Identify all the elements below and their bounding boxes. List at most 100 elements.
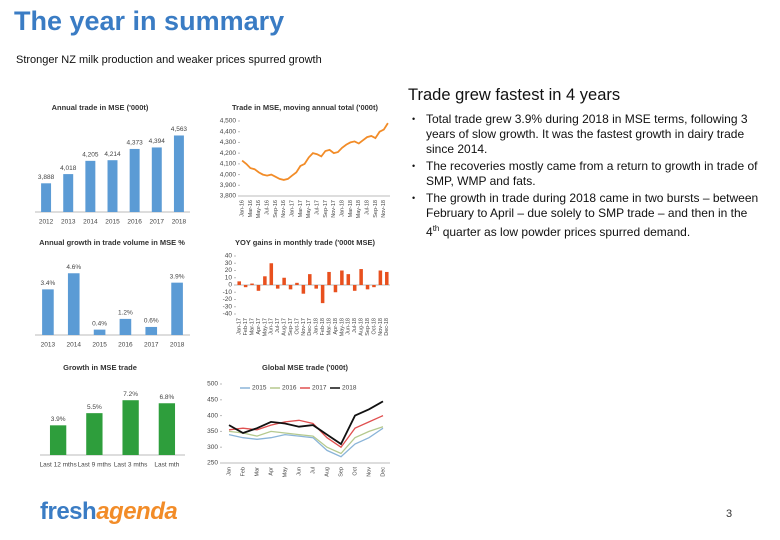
x-tick-label: May-17	[306, 200, 312, 218]
x-tick-label: Sep	[338, 467, 344, 477]
x-tick-label: May-18	[356, 200, 362, 218]
x-tick-label: Aug	[324, 467, 330, 477]
value-label: 3,888	[38, 174, 55, 181]
x-tick-label: Nov-18	[378, 318, 384, 336]
y-tick-label: 4,400	[220, 128, 237, 135]
x-tick-label: Last mth	[154, 462, 179, 469]
bar	[256, 285, 261, 291]
x-tick-label: 2013	[61, 219, 76, 226]
value-label: 4,205	[82, 152, 99, 159]
bar	[359, 269, 363, 285]
y-tick-label: -20	[223, 296, 233, 303]
bar	[385, 271, 389, 285]
x-tick-label: Feb-17	[243, 318, 249, 335]
x-tick-label: Sep-16	[273, 200, 279, 218]
x-tick-label: Feb-18	[320, 318, 326, 335]
bullet: The recoveries mostly came from a return…	[408, 159, 760, 189]
bar	[320, 285, 325, 304]
value-label: 5.5%	[87, 404, 102, 411]
value-label: 6.8%	[159, 394, 174, 401]
x-tick-label: Nov-18	[381, 200, 387, 218]
y-tick-label: 400	[207, 412, 218, 419]
bar	[288, 285, 293, 290]
y-tick-label: 10	[225, 274, 233, 281]
value-label: 4,018	[60, 165, 77, 172]
x-tick-label: 2016	[127, 219, 142, 226]
x-tick-label: Jul	[310, 467, 316, 474]
x-tick-label: Dec-17	[307, 318, 313, 336]
bar	[145, 326, 158, 335]
x-tick-label: Nov-16	[281, 200, 287, 218]
y-tick-label: 3,900	[220, 182, 237, 189]
x-tick-label: 2017	[144, 342, 159, 349]
x-tick-label: Feb	[240, 467, 246, 476]
bar	[63, 174, 74, 212]
bullet-text: quarter as low powder prices spurred dem…	[439, 225, 691, 239]
bar	[365, 285, 370, 290]
bar	[340, 270, 344, 285]
value-label: 3.4%	[41, 280, 56, 287]
x-tick-label: Oct	[352, 467, 358, 476]
value-label: 4,214	[104, 151, 121, 158]
brand-part: fresh	[40, 498, 97, 525]
value-label: 1.2%	[118, 310, 133, 317]
y-tick-label: 0	[228, 282, 232, 289]
x-tick-label: Jan-16	[240, 200, 246, 217]
x-tick-label: Mar-18	[326, 318, 332, 335]
y-tick-label: 3,800	[220, 193, 237, 200]
y-tick-label: 4,500	[220, 118, 237, 125]
bar	[122, 400, 139, 455]
bullet-text: The recoveries mostly came from a return…	[426, 159, 758, 188]
x-tick-label: Jul-18	[365, 200, 371, 215]
x-tick-label: Jul-17	[315, 200, 321, 215]
charts: Annual trade in MSE ('000t) 2012 2013 2014 2…	[35, 103, 390, 478]
value-label: 3.9%	[51, 416, 66, 423]
brand-part: agenda	[96, 498, 178, 525]
bar	[275, 285, 280, 289]
chart-title: Annual growth in trade volume in MSE %	[39, 238, 185, 247]
bar	[352, 285, 357, 291]
x-tick-label: Jan-17	[290, 200, 296, 217]
x-tick-label: Mar-16	[248, 200, 254, 217]
x-tick-label: Nov-17	[331, 200, 337, 218]
x-tick-label: Apr	[268, 467, 274, 476]
bullet: The growth in trade during 2018 came in …	[408, 191, 760, 240]
chart-title: YOY gains in monthly trade ('000t MSE)	[235, 238, 376, 247]
bullet-text: Total trade grew 3.9% during 2018 in MSE…	[426, 112, 748, 156]
x-tick-label: Jun-18	[346, 318, 352, 335]
x-tick-label: Jan-17	[237, 318, 243, 335]
x-tick-label: Dec	[380, 467, 386, 477]
x-tick-label: 2014	[67, 342, 82, 349]
bar	[119, 318, 132, 335]
x-tick-label: 2014	[83, 219, 98, 226]
bar	[151, 147, 162, 212]
bullet-list: Total trade grew 3.9% during 2018 in MSE…	[408, 112, 760, 242]
bar	[41, 183, 52, 212]
y-tick-label: -40	[223, 311, 233, 318]
x-tick-label: May-16	[256, 200, 262, 218]
x-tick-label: May	[282, 467, 288, 478]
x-tick-label: 2012	[39, 219, 54, 226]
bar	[250, 283, 254, 285]
bar	[42, 289, 54, 335]
x-tick-label: Nov	[366, 467, 372, 477]
x-tick-label: May-18	[339, 318, 345, 336]
x-tick-label: Sep-18	[365, 318, 371, 336]
y-tick-label: 30	[225, 260, 233, 267]
x-tick-label: Last 3 mths	[114, 462, 148, 469]
value-label: 0.4%	[92, 320, 107, 327]
x-tick-label: 2018	[170, 342, 185, 349]
legend-label: 2015	[252, 385, 267, 392]
bar	[171, 282, 183, 335]
x-tick-label: 2015	[105, 219, 120, 226]
y-tick-label: 300	[207, 444, 218, 451]
x-tick-label: Jan-18	[314, 318, 320, 335]
legend-label: 2016	[282, 385, 297, 392]
x-tick-label: Sep-18	[373, 200, 379, 218]
y-tick-label: 500	[207, 381, 218, 388]
bar	[49, 425, 67, 455]
x-tick-label: Apr-17	[256, 318, 262, 335]
bar	[243, 285, 248, 288]
line-series	[228, 426, 384, 455]
